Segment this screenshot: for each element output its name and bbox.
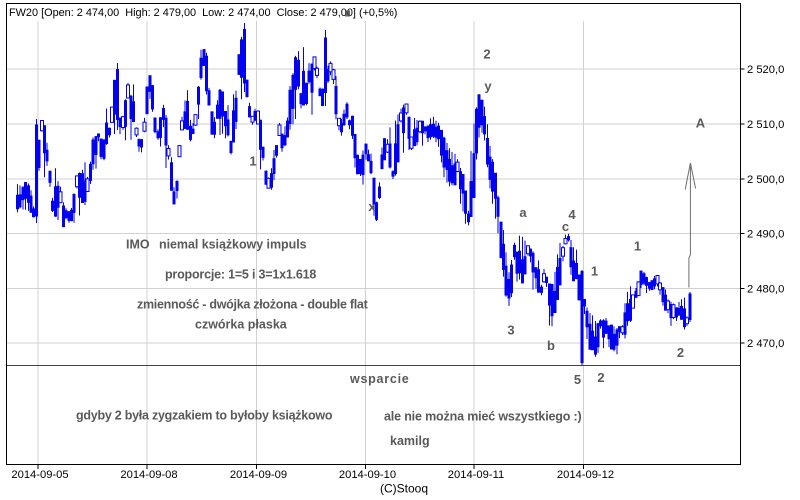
svg-text:x: x bbox=[368, 199, 376, 214]
svg-text:2: 2 bbox=[597, 370, 604, 385]
svg-text:2 480,0: 2 480,0 bbox=[747, 284, 784, 296]
svg-text:niemal książkowy impuls: niemal książkowy impuls bbox=[159, 238, 307, 252]
svg-text:proporcje: 1=5 i 3=1x1.618: proporcje: 1=5 i 3=1x1.618 bbox=[165, 268, 316, 282]
svg-text:1: 1 bbox=[591, 264, 598, 279]
svg-text:zmienność - dwójka złożona - d: zmienność - dwójka złożona - double flat bbox=[137, 298, 369, 312]
svg-text:FW20 [Open: 2 474,00 High: 2: FW20 [Open: 2 474,00 High: 2 479,00 Low:… bbox=[9, 7, 397, 19]
svg-text:2014-09-10: 2014-09-10 bbox=[339, 469, 396, 481]
svg-text:2014-09-12: 2014-09-12 bbox=[557, 469, 614, 481]
svg-text:ale nie można mieć wszystkiego: ale nie można mieć wszystkiego :) bbox=[384, 410, 582, 424]
svg-text:3: 3 bbox=[507, 323, 514, 338]
svg-text:b: b bbox=[547, 338, 555, 353]
svg-text:2014-09-08: 2014-09-08 bbox=[120, 469, 177, 481]
svg-text:2014-09-09: 2014-09-09 bbox=[230, 469, 287, 481]
svg-text:gdyby 2 była zygzakiem to było: gdyby 2 była zygzakiem to byłoby książko… bbox=[76, 409, 333, 423]
svg-text:c: c bbox=[562, 219, 569, 234]
svg-text:2 500,0: 2 500,0 bbox=[747, 174, 784, 186]
svg-text:2 520,0: 2 520,0 bbox=[747, 64, 784, 76]
svg-text:(C)Stooq: (C)Stooq bbox=[380, 482, 428, 496]
svg-text:A: A bbox=[696, 116, 706, 131]
svg-text:wsparcie: wsparcie bbox=[349, 372, 410, 386]
svg-text:4: 4 bbox=[568, 207, 576, 222]
svg-text:IMO: IMO bbox=[126, 238, 150, 252]
svg-text:1: 1 bbox=[634, 239, 641, 254]
svg-text:a: a bbox=[519, 205, 527, 220]
svg-text:2: 2 bbox=[677, 345, 684, 360]
svg-text:1: 1 bbox=[249, 154, 256, 169]
svg-text:czwórka płaska: czwórka płaska bbox=[195, 318, 288, 332]
svg-text:2: 2 bbox=[483, 47, 490, 62]
svg-text:2014-09-11: 2014-09-11 bbox=[448, 469, 504, 481]
svg-text:5: 5 bbox=[574, 372, 581, 387]
svg-text:2014-09-05: 2014-09-05 bbox=[11, 469, 68, 481]
svg-text:y: y bbox=[484, 79, 492, 94]
svg-text:kamilg: kamilg bbox=[390, 434, 430, 448]
svg-text:2 490,0: 2 490,0 bbox=[747, 229, 784, 241]
svg-text:2 470,0: 2 470,0 bbox=[747, 338, 784, 350]
svg-text:2 510,0: 2 510,0 bbox=[747, 119, 784, 131]
